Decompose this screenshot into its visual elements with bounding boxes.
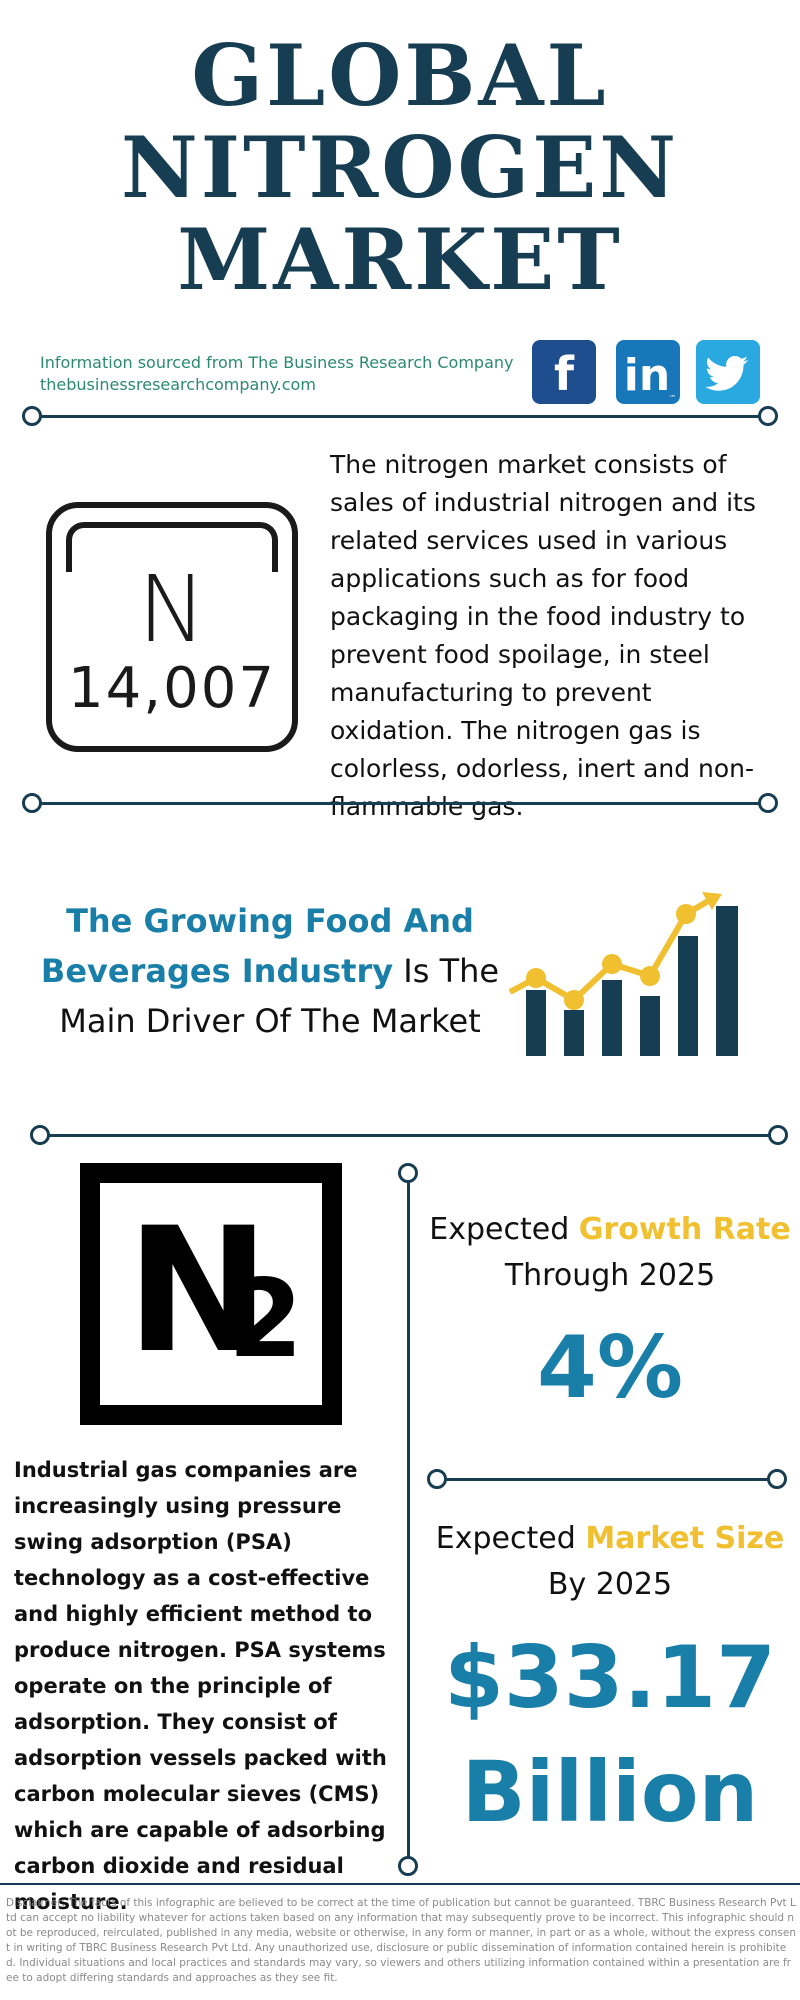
chart-icon-bar-2 xyxy=(564,1010,584,1056)
periodic-element-icon: N 14,007 xyxy=(46,502,298,752)
title-line-2: NITROGEN xyxy=(120,118,680,217)
growth-highlight: Growth Rate xyxy=(578,1212,791,1247)
element-box-arch xyxy=(66,522,278,572)
svg-text:f: f xyxy=(554,347,575,401)
disclaimer: Disclaimer: The facts of this infographi… xyxy=(6,1897,796,1984)
twitter-icon[interactable] xyxy=(696,340,760,404)
divider-2-left-dot xyxy=(22,793,42,813)
divider-1-right-dot xyxy=(758,406,778,426)
growth-rate-label: Expected Growth Rate Through 2025 xyxy=(420,1207,800,1299)
divider-1-left-dot xyxy=(22,406,42,426)
facebook-icon[interactable]: f xyxy=(532,340,596,404)
divider-2-right-dot xyxy=(758,793,778,813)
divider-3-right-dot xyxy=(768,1125,788,1145)
market-size-value-unit: Billion xyxy=(461,1743,759,1841)
market-size-label: Expected Market Size By 2025 xyxy=(420,1516,800,1608)
infographic-title: GLOBAL NITROGEN MARKET xyxy=(0,30,800,306)
psa-description: Industrial gas companies are increasingl… xyxy=(14,1458,387,1914)
growth-chart-icon xyxy=(508,892,738,1056)
element-symbol: N xyxy=(137,556,207,663)
title-line-1: GLOBAL xyxy=(191,26,609,125)
driver-highlight: The Growing Food And Beverages Industry xyxy=(40,902,474,990)
growth-prefix: Expected xyxy=(429,1212,579,1247)
n2-symbol: N xyxy=(126,1190,270,1391)
growth-period: Through 2025 xyxy=(504,1258,716,1293)
growth-rate-value: 4% xyxy=(536,1318,683,1418)
svg-text:™: ™ xyxy=(669,394,676,402)
divider-2 xyxy=(32,802,768,805)
chart-icon-dot-1 xyxy=(526,968,546,988)
source-url-link[interactable]: thebusinessresearchcompany.com xyxy=(40,375,316,394)
linkedin-icon[interactable]: in ™ xyxy=(616,340,680,404)
chart-icon-dot-2 xyxy=(564,990,584,1010)
title-line-3: MARKET xyxy=(177,210,623,309)
chart-icon-arrow-head xyxy=(702,892,722,910)
chart-icon-bar-1 xyxy=(526,990,546,1056)
chart-icon-bar-4 xyxy=(640,996,660,1056)
market-size-prefix: Expected xyxy=(435,1521,586,1556)
vertical-divider-bottom-dot xyxy=(398,1856,418,1876)
source-line: Information sourced from The Business Re… xyxy=(40,353,514,372)
chart-icon-dot-3 xyxy=(602,954,622,974)
vertical-divider xyxy=(407,1173,410,1866)
market-size-value-amount: $33.17 xyxy=(444,1628,776,1728)
chart-icon-dot-5 xyxy=(676,904,696,924)
driver-rest-2: Main Driver Of The Market xyxy=(59,1002,481,1040)
chart-icon-bar-3 xyxy=(602,980,622,1056)
divider-4-left-dot xyxy=(427,1469,447,1489)
divider-3 xyxy=(40,1134,778,1137)
vertical-divider-top-dot xyxy=(398,1163,418,1183)
market-size-period: By 2025 xyxy=(547,1567,673,1602)
chart-icon-bar-5 xyxy=(678,936,698,1056)
divider-4-right-dot xyxy=(767,1469,787,1489)
element-atomic-weight: 14,007 xyxy=(68,656,276,721)
source-info: Information sourced from The Business Re… xyxy=(40,352,513,396)
market-driver: The Growing Food And Beverages Industry … xyxy=(40,896,500,1046)
chart-icon-bar-6 xyxy=(716,906,738,1056)
divider-1 xyxy=(32,415,768,418)
footer-rule xyxy=(0,1883,800,1885)
market-size-highlight: Market Size xyxy=(585,1521,785,1556)
nitrogen-molecule-icon: N 2 xyxy=(80,1163,342,1425)
svg-text:in: in xyxy=(624,350,670,401)
market-description: The nitrogen market consists of sales of… xyxy=(330,450,756,821)
n2-subscript: 2 xyxy=(228,1257,304,1382)
driver-rest-1: Is The xyxy=(393,952,500,990)
divider-4 xyxy=(437,1478,777,1481)
chart-icon-dot-4 xyxy=(640,966,660,986)
divider-3-left-dot xyxy=(30,1125,50,1145)
